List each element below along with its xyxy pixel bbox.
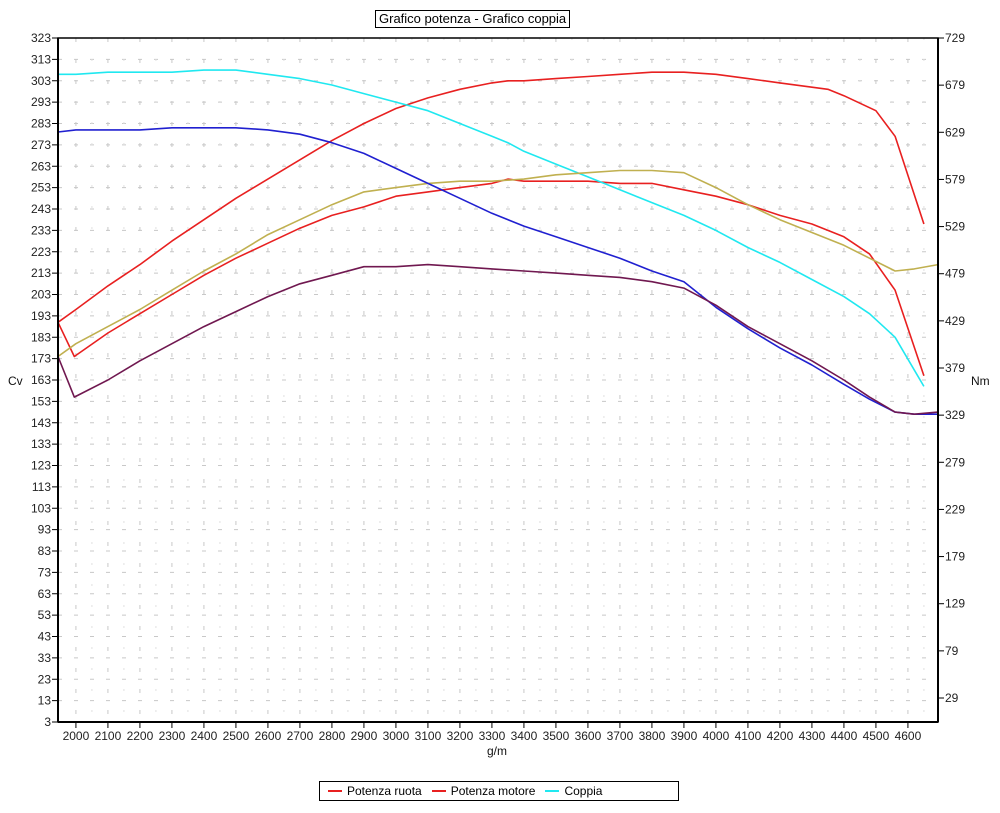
grid [58,38,938,722]
svg-text:29: 29 [945,691,959,705]
svg-text:163: 163 [31,373,51,387]
svg-text:103: 103 [31,501,51,515]
svg-text:193: 193 [31,309,51,323]
svg-text:53: 53 [38,608,52,622]
svg-text:3300: 3300 [479,729,506,743]
svg-text:23: 23 [38,672,52,686]
svg-text:283: 283 [31,117,51,131]
svg-text:113: 113 [32,480,51,494]
svg-text:2800: 2800 [319,729,346,743]
legend-swatch [328,790,342,792]
svg-text:213: 213 [31,266,51,280]
svg-text:329: 329 [945,408,965,422]
svg-text:429: 429 [945,314,965,328]
legend: Potenza ruota Potenza motore Coppia [319,781,679,801]
svg-text:3500: 3500 [543,729,570,743]
svg-text:203: 203 [31,288,51,302]
legend-swatch [431,790,446,792]
svg-text:4300: 4300 [799,729,826,743]
svg-text:143: 143 [31,416,51,430]
svg-text:83: 83 [38,544,52,558]
legend-swatch [545,790,560,792]
svg-text:2300: 2300 [159,729,186,743]
chart-title: Grafico potenza - Grafico coppia [375,10,571,28]
svg-text:3400: 3400 [511,729,538,743]
svg-text:3: 3 [44,715,51,729]
svg-text:2600: 2600 [255,729,282,743]
svg-text:13: 13 [38,694,52,708]
svg-text:293: 293 [31,95,51,109]
svg-text:233: 233 [31,223,51,237]
svg-text:4400: 4400 [831,729,858,743]
svg-text:3900: 3900 [671,729,698,743]
svg-text:3200: 3200 [447,729,474,743]
svg-text:4100: 4100 [735,729,762,743]
svg-text:3600: 3600 [575,729,602,743]
svg-text:4600: 4600 [895,729,922,743]
svg-text:3000: 3000 [383,729,410,743]
svg-text:3100: 3100 [415,729,442,743]
svg-text:133: 133 [31,437,51,451]
svg-text:43: 43 [38,630,52,644]
svg-text:323: 323 [31,31,51,45]
legend-item-potenza-ruota: Potenza ruota [328,784,422,798]
svg-text:2900: 2900 [351,729,378,743]
svg-text:183: 183 [31,330,51,344]
svg-text:4500: 4500 [863,729,890,743]
svg-text:4200: 4200 [767,729,794,743]
legend-label: Potenza motore [450,784,536,798]
legend-item-potenza-motore: Potenza motore [431,784,536,798]
svg-text:579: 579 [945,172,965,186]
svg-text:729: 729 [945,31,965,45]
svg-text:2200: 2200 [127,729,154,743]
svg-text:303: 303 [31,74,51,88]
legend-item-coppia: Coppia [545,784,602,798]
svg-text:3700: 3700 [607,729,634,743]
svg-text:223: 223 [31,245,51,259]
svg-text:153: 153 [31,394,51,408]
svg-text:243: 243 [31,202,51,216]
svg-text:63: 63 [38,587,52,601]
svg-text:263: 263 [31,159,51,173]
svg-text:93: 93 [38,523,52,537]
svg-text:229: 229 [945,502,965,516]
y-axis-title: Cv [8,374,23,388]
axes: 3233133032932832732632532432332232132031… [31,31,965,743]
svg-text:253: 253 [31,181,51,195]
svg-text:529: 529 [945,220,965,234]
svg-text:123: 123 [31,459,51,473]
svg-text:4000: 4000 [703,729,730,743]
svg-text:479: 479 [945,267,965,281]
y2-axis-title: Nm [971,374,990,388]
svg-text:179: 179 [945,550,965,564]
legend-label: Coppia [564,784,603,798]
svg-text:279: 279 [945,455,965,469]
svg-text:273: 273 [31,138,51,152]
svg-text:2400: 2400 [191,729,218,743]
svg-text:2000: 2000 [63,729,90,743]
svg-text:679: 679 [945,78,965,92]
series-lines [57,69,939,416]
svg-text:33: 33 [38,651,52,665]
x-axis-title: g/m [487,744,507,758]
svg-text:2100: 2100 [95,729,122,743]
svg-text:2500: 2500 [223,729,250,743]
svg-text:129: 129 [945,597,965,611]
svg-text:2700: 2700 [287,729,314,743]
svg-text:73: 73 [38,565,52,579]
svg-text:173: 173 [31,352,51,366]
svg-text:79: 79 [945,644,959,658]
svg-text:3800: 3800 [639,729,666,743]
svg-text:629: 629 [945,125,965,139]
svg-text:379: 379 [945,361,965,375]
svg-text:313: 313 [31,52,51,66]
legend-label: Potenza ruota [347,784,422,798]
